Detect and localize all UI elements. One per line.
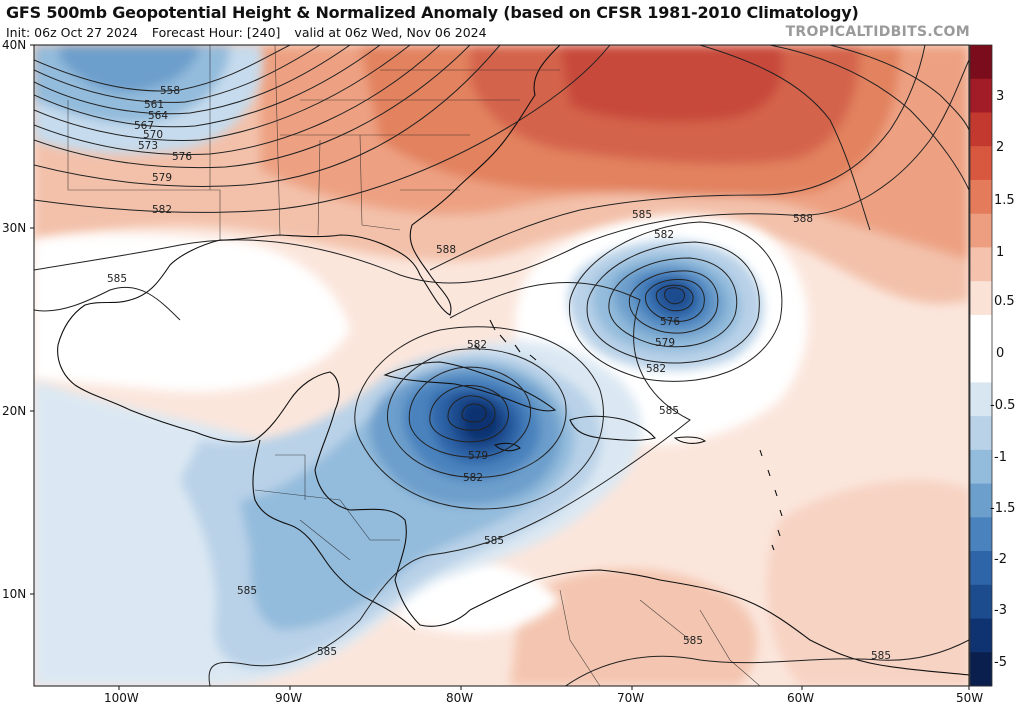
lon-ticks [118,686,970,690]
contour-label: 579 [655,337,675,349]
colorbar-segment [970,618,992,653]
coastlines [57,45,969,676]
colorbar-labels: 3 2 1.5 1 0.5 0 -0.5 -1 -1.5 -2 -3 -5 [990,89,1015,670]
height-contours [34,45,969,686]
lon-label: 60W [787,691,814,705]
colorbar-label: -1.5 [990,501,1015,516]
lon-label: 50W [956,691,983,705]
colorbar-label: -3 [994,603,1007,618]
contour-label: 576 [172,151,192,163]
contour-label: 585 [317,646,337,658]
colorbar-segment [970,652,992,687]
contour-label: 585 [659,405,679,417]
site-brand: TROPICALTIDBITS.COM [785,24,970,40]
contour-label: 585 [107,273,127,285]
lat-label: 30N [2,221,26,235]
colorbar-label: 0.5 [994,294,1015,309]
contour-label: 588 [436,244,456,256]
colorbar-label: 3 [996,89,1004,104]
contour-label: 585 [237,585,257,597]
contour-label: 576 [660,316,680,328]
contour-label: 561 [144,99,164,111]
colorbar-segment [970,112,992,147]
cold-anomaly-caribbean [34,341,642,686]
colorbar-segment [970,213,992,248]
lat-label: 40N [2,38,26,52]
init-time: Init: 06z Oct 27 2024 [6,25,138,40]
colorbar-segment [970,45,992,80]
contour-label: 585 [484,535,504,547]
contour-labels: 558 561 564 567 570 573 576 579 582 585 … [107,85,891,662]
lon-label: 90W [275,691,302,705]
forecast-hour: Forecast Hour: [240] [151,25,281,40]
contour-label: 567 [134,120,154,132]
colorbar-segment [970,551,992,586]
lon-labels: 100W 90W 80W 70W 60W 50W [104,691,983,705]
colorbar-label: 1 [996,245,1004,260]
colorbar-segment [970,382,992,417]
contour-label: 582 [152,204,172,216]
contour-label: 579 [468,450,488,462]
contour-label: 570 [143,129,163,141]
colorbar-segment [970,483,992,518]
lat-labels: 40N 30N 20N 10N [2,38,26,601]
lon-label: 100W [104,691,139,705]
colorbar-segment [970,584,992,620]
colorbar-label: 1.5 [994,193,1015,208]
colorbar-label: -0.5 [990,398,1015,413]
colorbar-segment [970,314,992,350]
cold-anomaly-trough [34,45,262,155]
map-title: GFS 500mb Geopotential Height & Normaliz… [6,3,859,22]
colorbar-label: -2 [994,552,1007,567]
lon-label: 70W [617,691,644,705]
map-subtitle: Init: 06z Oct 27 2024 Forecast Hour: [24… [6,25,497,40]
contour-label: 585 [683,635,703,647]
contour-label: 582 [654,229,674,241]
colorbar-label: -5 [994,655,1007,670]
contour-label: 588 [793,213,813,225]
contour-label: 573 [138,140,158,152]
lat-ticks [30,44,34,595]
lat-label: 20N [2,404,26,418]
colorbar-segment [970,416,992,451]
contour-label: 585 [632,209,652,221]
colorbar-segment [970,247,992,282]
colorbar-segment [970,449,992,485]
map-frame [33,44,970,687]
contour-label: 582 [467,339,487,351]
colorbar-segment [970,348,992,383]
colorbar-label: 0 [996,346,1004,361]
lat-label: 10N [2,587,26,601]
contour-label: 582 [646,363,666,375]
contour-label: 564 [148,110,168,122]
contour-label: 579 [152,172,172,184]
colorbar-label: -1 [994,450,1007,465]
lon-label: 80W [446,691,473,705]
colorbar-segment [970,179,992,215]
contour-label: 582 [463,472,483,484]
colorbar-segment [970,517,992,552]
colorbar-segment [970,146,992,181]
colorbar-frame [969,44,993,687]
colorbar [969,44,993,687]
valid-time: valid at 06z Wed, Nov 06 2024 [294,25,487,40]
colorbar-label: 2 [996,140,1004,155]
colorbar-segment [970,281,992,316]
contour-label: 585 [871,650,891,662]
colorbar-segment [970,78,992,113]
contour-label: 558 [160,85,180,97]
